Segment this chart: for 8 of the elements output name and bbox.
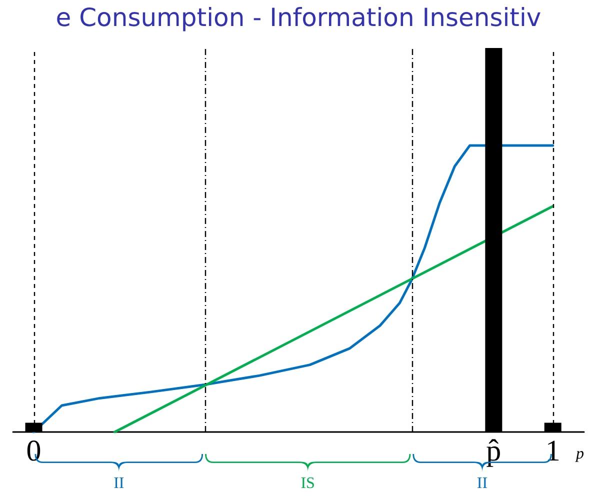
text: II [476, 475, 488, 492]
text: IS [300, 475, 315, 492]
x-tick-label: p̂ [486, 434, 502, 468]
x-axis-title: p [575, 446, 584, 462]
text: II [114, 475, 124, 492]
x-tick-label: 1 [545, 434, 560, 468]
chart-title: e Consumption - Information Insensitiv [56, 3, 542, 32]
x-tick-label: 0 [26, 434, 42, 468]
